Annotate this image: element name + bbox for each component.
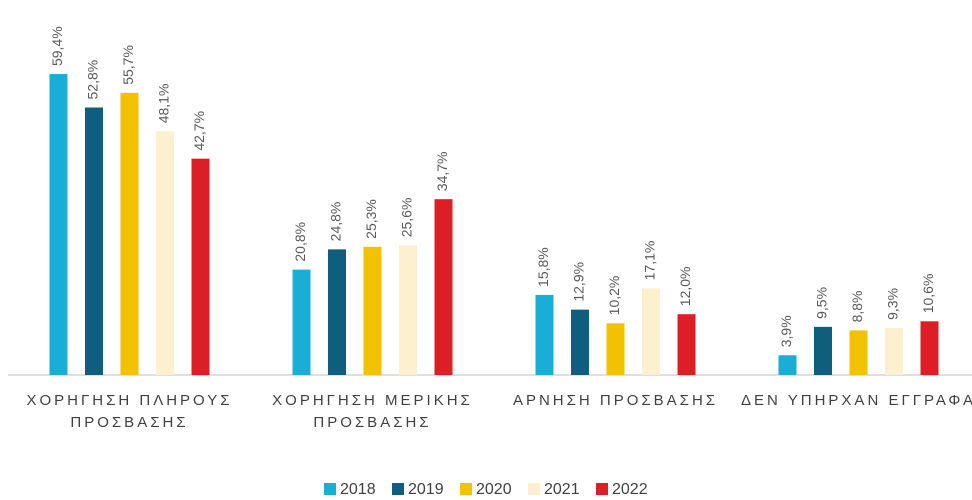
bar bbox=[399, 245, 417, 375]
x-tick-label: ΔΕΝ ΥΠΗΡΧΑΝ ΕΓΓΡΑΦΑ bbox=[741, 392, 972, 409]
value-label: 8,8% bbox=[849, 290, 865, 322]
value-label: 24,8% bbox=[328, 202, 344, 242]
value-label: 25,3% bbox=[363, 199, 379, 239]
bar bbox=[571, 309, 589, 375]
x-tick-label: ΧΟΡΗΓΗΣΗ ΜΕΡΙΚΗΣ ΠΡΟΣΒΑΣΗΣ bbox=[272, 392, 473, 431]
bar bbox=[292, 269, 311, 375]
bar bbox=[191, 158, 210, 375]
value-label: 10,2% bbox=[606, 276, 622, 316]
value-label: 48,1% bbox=[156, 84, 172, 124]
legend-label: 2021 bbox=[544, 481, 580, 498]
bar bbox=[606, 323, 625, 375]
bar bbox=[120, 92, 139, 375]
bar bbox=[849, 330, 868, 375]
value-label: 55,7% bbox=[120, 45, 136, 85]
value-label: 15,8% bbox=[535, 247, 551, 287]
bar bbox=[814, 326, 832, 375]
legend-swatch bbox=[324, 483, 336, 495]
value-label: 25,6% bbox=[399, 198, 415, 238]
x-tick-label: ΑΡΝΗΣΗ ΠΡΟΣΒΑΣΗΣ bbox=[512, 392, 719, 409]
legend-swatch bbox=[392, 483, 404, 495]
bar bbox=[156, 131, 174, 375]
value-label: 9,5% bbox=[814, 287, 830, 319]
value-label: 42,7% bbox=[191, 111, 207, 151]
value-label: 12,0% bbox=[677, 266, 693, 306]
value-label: 34,7% bbox=[434, 151, 450, 191]
bar bbox=[363, 246, 382, 375]
x-tick-label: ΧΟΡΗΓΗΣΗ ΠΛΗΡΟΥΣ ΠΡΟΣΒΑΣΗΣ bbox=[26, 392, 233, 431]
bar bbox=[328, 249, 346, 375]
bar bbox=[535, 294, 554, 375]
legend-label: 2020 bbox=[476, 481, 512, 498]
value-label: 17,1% bbox=[642, 241, 658, 281]
bar bbox=[49, 74, 68, 375]
bar bbox=[434, 199, 453, 375]
value-label: 10,6% bbox=[920, 274, 936, 314]
legend-label: 2022 bbox=[612, 481, 648, 498]
value-label: 12,9% bbox=[571, 262, 587, 302]
legend-swatch bbox=[596, 483, 608, 495]
bar bbox=[778, 355, 797, 375]
bar bbox=[677, 314, 696, 375]
value-label: 52,8% bbox=[85, 60, 101, 100]
legend-swatch bbox=[460, 483, 472, 495]
legend-swatch bbox=[528, 483, 540, 495]
bar bbox=[885, 327, 903, 375]
bar bbox=[642, 288, 660, 375]
value-label: 3,9% bbox=[778, 315, 794, 347]
bar bbox=[85, 107, 103, 375]
legend-label: 2019 bbox=[408, 481, 444, 498]
value-label: 59,4% bbox=[49, 26, 65, 66]
bar bbox=[920, 321, 939, 375]
value-label: 20,8% bbox=[292, 222, 308, 262]
legend-label: 2018 bbox=[340, 481, 376, 498]
value-label: 9,3% bbox=[885, 288, 901, 320]
